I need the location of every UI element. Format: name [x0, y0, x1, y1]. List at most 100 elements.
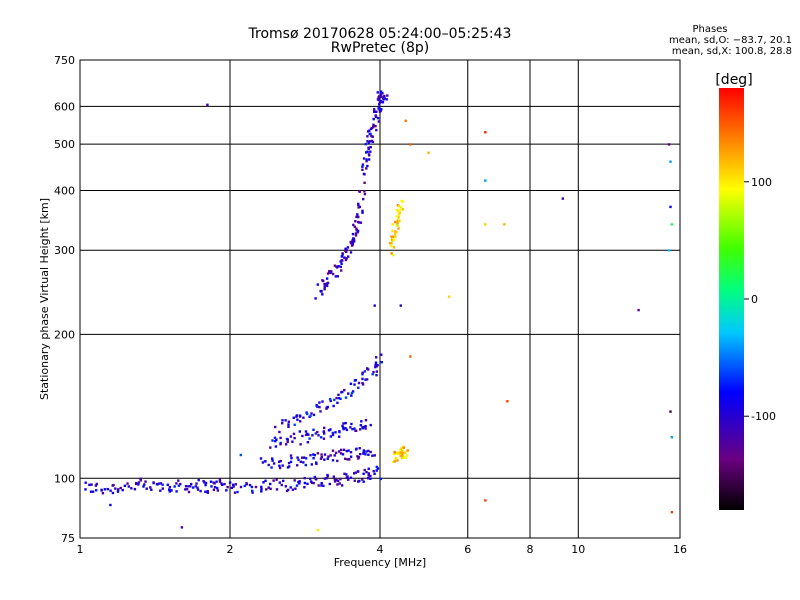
- colorbar-tick-label: -100: [751, 410, 776, 423]
- data-point: [341, 259, 344, 262]
- data-point: [126, 482, 129, 485]
- data-point: [354, 471, 357, 474]
- data-point: [175, 490, 178, 493]
- data-point: [95, 489, 98, 492]
- data-point: [358, 447, 361, 450]
- data-point: [291, 440, 294, 443]
- data-point: [392, 253, 395, 257]
- data-point: [312, 481, 315, 485]
- data-point: [84, 488, 87, 491]
- data-point: [271, 457, 274, 460]
- data-point: [361, 383, 365, 386]
- data-point: [196, 488, 200, 491]
- data-point: [669, 205, 672, 209]
- data-point: [296, 456, 299, 459]
- data-point: [143, 483, 146, 486]
- data-point: [350, 394, 353, 397]
- data-point: [294, 487, 297, 490]
- data-point: [289, 460, 293, 464]
- data-point: [339, 265, 342, 269]
- data-point: [184, 488, 187, 491]
- data-point: [336, 266, 339, 269]
- data-point: [270, 466, 273, 469]
- data-point: [670, 511, 674, 514]
- data-point: [149, 486, 152, 489]
- data-point: [336, 479, 340, 483]
- data-point: [383, 94, 386, 98]
- data-point: [397, 217, 400, 220]
- data-point: [374, 363, 377, 367]
- data-point: [168, 490, 171, 493]
- data-point: [202, 480, 205, 483]
- data-point: [286, 438, 289, 441]
- data-point: [374, 110, 378, 113]
- data-point: [397, 216, 400, 219]
- data-point: [315, 403, 318, 407]
- data-point: [355, 429, 358, 432]
- data-point: [323, 426, 326, 430]
- data-point: [400, 199, 403, 203]
- data-point: [320, 482, 323, 485]
- data-point: [254, 485, 258, 489]
- data-point: [367, 146, 370, 149]
- data-point: [398, 208, 402, 212]
- data-point: [362, 157, 366, 160]
- data-point: [375, 465, 378, 469]
- data-point: [360, 420, 363, 423]
- data-point: [396, 219, 400, 222]
- data-point: [333, 264, 337, 267]
- data-point: [341, 424, 344, 428]
- data-point: [361, 427, 365, 430]
- data-point: [329, 271, 332, 274]
- data-point: [353, 472, 356, 475]
- data-point: [367, 368, 370, 371]
- data-point: [484, 179, 487, 182]
- data-point: [484, 499, 487, 502]
- data-point: [402, 446, 405, 449]
- data-point: [344, 421, 347, 425]
- data-point: [367, 449, 370, 453]
- data-point: [90, 483, 93, 486]
- data-point: [356, 231, 359, 234]
- data-point: [304, 433, 308, 436]
- data-point: [316, 430, 319, 434]
- data-point: [356, 455, 359, 458]
- data-point: [328, 270, 331, 273]
- data-point: [397, 213, 401, 216]
- data-point: [363, 370, 367, 373]
- data-point: [404, 451, 407, 454]
- data-point: [95, 482, 98, 486]
- data-point: [334, 451, 338, 455]
- data-point: [299, 443, 302, 446]
- data-point: [364, 142, 367, 146]
- data-point: [366, 140, 369, 143]
- data-point: [365, 167, 368, 170]
- data-point: [323, 285, 326, 288]
- data-point: [399, 451, 402, 454]
- data-point: [289, 435, 293, 438]
- data-point: [304, 430, 308, 433]
- data-point: [298, 430, 301, 433]
- data-point: [166, 483, 169, 486]
- data-point: [637, 308, 640, 312]
- data-point: [315, 461, 318, 464]
- data-point: [331, 459, 335, 462]
- data-point: [332, 475, 335, 478]
- data-point: [297, 480, 300, 484]
- data-point: [187, 490, 191, 494]
- data-point: [364, 378, 367, 381]
- data-point: [367, 474, 370, 477]
- data-point: [161, 487, 164, 490]
- data-point: [395, 231, 398, 234]
- data-point: [344, 427, 347, 430]
- data-point: [368, 129, 371, 132]
- data-point: [362, 452, 365, 455]
- data-point: [185, 488, 189, 491]
- data-point: [173, 485, 176, 488]
- x-axis-label: Frequency [MHz]: [334, 556, 426, 569]
- data-point: [355, 227, 358, 230]
- data-point: [347, 478, 350, 481]
- data-point: [310, 412, 313, 415]
- data-point: [397, 227, 400, 230]
